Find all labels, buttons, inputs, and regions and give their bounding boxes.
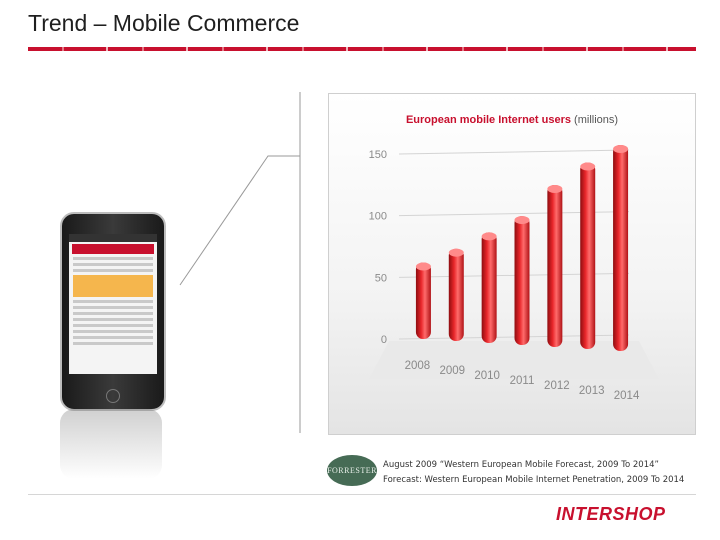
title-divider — [28, 47, 696, 51]
y-tick-label: 0 — [381, 334, 387, 346]
footer-divider — [28, 494, 696, 495]
y-tick-label: 50 — [375, 272, 387, 284]
x-tick-label: 2012 — [544, 380, 570, 392]
bar-2014 — [613, 145, 629, 351]
bar-cap-2011 — [514, 216, 530, 225]
x-tick-label: 2014 — [614, 390, 640, 402]
phone-screen — [69, 234, 157, 374]
chart-panel: European mobile Internet users (millions… — [328, 93, 696, 435]
x-tick-label: 2010 — [474, 370, 500, 382]
bar-cap-2013 — [580, 162, 596, 171]
y-tick-label: 100 — [369, 211, 387, 223]
phone-image — [60, 212, 166, 411]
bar-cap-2014 — [613, 145, 629, 153]
bar-cap-2008 — [415, 262, 431, 271]
phone-reflection — [60, 409, 162, 479]
bar-cap-2010 — [481, 232, 497, 241]
intershop-logo: INTERSHOP — [556, 504, 666, 524]
forrester-logo: FORRESTER — [327, 455, 377, 486]
bar-chart: 0 50 100 150 2008 2009 2010 2011 2012 2013 2014 — [369, 145, 659, 402]
bar-2009 — [448, 248, 464, 341]
bar-2012 — [547, 185, 563, 347]
chart-unit-label: (millions) — [574, 114, 619, 126]
phone-home-button — [106, 389, 120, 403]
source-citation: August 2009 “Western European Mobile For… — [383, 458, 684, 488]
source-line-2: Forecast: Western European Mobile Intern… — [383, 475, 685, 485]
x-tick-label: 2009 — [439, 365, 465, 377]
chart-title-text: European mobile Internet users — [405, 114, 571, 126]
chart-floor — [369, 341, 659, 379]
bar-2010 — [481, 232, 497, 343]
x-tick-label: 2013 — [579, 385, 605, 397]
bar-cap-2009 — [448, 248, 464, 257]
y-tick-label: 150 — [369, 149, 387, 161]
source-line-1: August 2009 “Western European Mobile For… — [383, 460, 659, 470]
bar-2011 — [514, 216, 530, 345]
bar-2013 — [580, 162, 596, 349]
gridline — [398, 149, 630, 155]
x-tick-label: 2011 — [510, 375, 535, 387]
chart-title: European mobile Internet users (millions… — [329, 114, 695, 126]
x-tick-label: 2008 — [405, 360, 431, 372]
bar-2008 — [415, 262, 431, 339]
slide-title: Trend – Mobile Commerce — [28, 10, 300, 36]
bar-cap-2012 — [547, 185, 563, 193]
